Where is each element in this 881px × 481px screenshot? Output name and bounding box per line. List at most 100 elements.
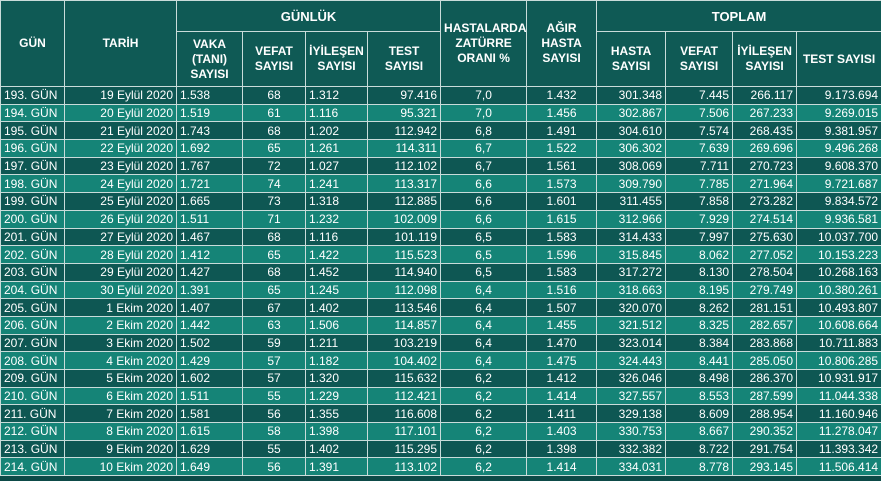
cell-iyilesen: 1.402	[305, 439, 368, 459]
cell-iyilesen: 1.027	[305, 156, 368, 176]
cell-test: 112.421	[366, 386, 442, 406]
cell-vaka: 1.467	[176, 227, 243, 247]
cell-vefat: 72	[242, 156, 306, 176]
cell-vefat: 73	[242, 192, 306, 211]
cell-iyilesen: 1.312	[305, 86, 368, 105]
cell-zaturre-orani: 6,2	[440, 439, 528, 459]
cell-toplam-test: 9.173.694	[796, 86, 881, 105]
cell-toplam-iyilesen: 279.749	[732, 280, 798, 300]
cell-toplam-iyilesen: 281.151	[732, 298, 798, 317]
cell-vaka: 1.511	[176, 209, 243, 229]
cell-vefat: 56	[242, 457, 306, 477]
cell-vaka: 1.692	[176, 139, 243, 158]
cell-toplam-hasta: 330.753	[596, 422, 667, 441]
cell-toplam-hasta: 329.138	[596, 404, 667, 424]
cell-toplam-hasta: 326.046	[596, 369, 667, 388]
cell-toplam-iyilesen: 288.954	[732, 404, 798, 424]
cell-agir-hasta: 1.522	[526, 139, 598, 158]
table-row: 214. GÜN 10 Ekim 2020 1.649 56 1.391 113.102 6…	[0, 457, 881, 477]
cell-vaka: 1.665	[176, 192, 243, 211]
cell-gun: 198. GÜN	[0, 174, 65, 194]
cell-toplam-test: 11.160.946	[796, 404, 881, 424]
cell-test: 101.119	[366, 227, 442, 247]
cell-toplam-hasta: 315.845	[596, 245, 667, 264]
cell-zaturre-orani: 6,6	[440, 174, 528, 194]
cell-toplam-hasta: 311.455	[596, 192, 667, 211]
cell-agir-hasta: 1.507	[526, 298, 598, 317]
table-row: 196. GÜN 22 Eylül 2020 1.692 65 1.261 114.311…	[0, 139, 881, 158]
cell-iyilesen: 1.422	[305, 245, 368, 264]
cell-agir-hasta: 1.516	[526, 280, 598, 300]
cell-zaturre-orani: 6,4	[440, 298, 528, 317]
cell-toplam-test: 10.931.917	[796, 369, 881, 388]
cell-tarih: 10 Ekim 2020	[64, 457, 177, 477]
cell-vefat: 68	[242, 227, 306, 247]
cell-agir-hasta: 1.398	[526, 439, 598, 459]
cell-gun: 213. GÜN	[0, 439, 65, 459]
cell-toplam-vefat: 8.553	[665, 386, 734, 406]
cell-toplam-test: 11.278.047	[796, 422, 881, 441]
cell-zaturre-orani: 6,6	[440, 192, 528, 211]
cell-iyilesen: 1.506	[305, 315, 368, 335]
table-row: 203. GÜN 29 Eylül 2020 1.427 68 1.452 114.940…	[0, 262, 881, 282]
cell-vefat: 67	[242, 298, 306, 317]
cell-tarih: 22 Eylül 2020	[64, 139, 177, 158]
cell-toplam-hasta: 320.070	[596, 298, 667, 317]
cell-tarih: 7 Ekim 2020	[64, 404, 177, 424]
cell-toplam-vefat: 7.445	[665, 86, 734, 105]
cell-gun: 205. GÜN	[0, 298, 65, 317]
cell-toplam-vefat: 8.062	[665, 245, 734, 264]
cell-gun: 196. GÜN	[0, 139, 65, 158]
cell-zaturre-orani: 6,7	[440, 139, 528, 158]
cell-tarih: 6 Ekim 2020	[64, 386, 177, 406]
cell-vaka: 1.391	[176, 280, 243, 300]
cell-gun: 204. GÜN	[0, 280, 65, 300]
cell-toplam-iyilesen: 283.868	[732, 333, 798, 353]
cell-iyilesen: 1.261	[305, 139, 368, 158]
cell-zaturre-orani: 6,4	[440, 333, 528, 353]
cell-tarih: 5 Ekim 2020	[64, 369, 177, 388]
table-row: 205. GÜN 1 Ekim 2020 1.407 67 1.402 113.546 6,…	[0, 298, 881, 317]
cell-toplam-iyilesen: 286.370	[732, 369, 798, 388]
cell-toplam-test: 9.496.268	[796, 139, 881, 158]
cell-toplam-iyilesen: 282.657	[732, 315, 798, 335]
cell-toplam-test: 10.153.223	[796, 245, 881, 264]
cell-agir-hasta: 1.615	[526, 209, 598, 229]
cell-tarih: 20 Eylül 2020	[64, 103, 177, 123]
cell-toplam-iyilesen: 278.504	[732, 262, 798, 282]
header-vaka: VAKA (TANI) SAYISI	[176, 31, 243, 87]
cell-zaturre-orani: 6,2	[440, 422, 528, 441]
cell-iyilesen: 1.229	[305, 386, 368, 406]
cell-agir-hasta: 1.414	[526, 457, 598, 477]
cell-toplam-vefat: 8.667	[665, 422, 734, 441]
cell-gun: 214. GÜN	[0, 457, 65, 477]
cell-zaturre-orani: 6,2	[440, 369, 528, 388]
cell-zaturre-orani: 6,4	[440, 315, 528, 335]
cell-agir-hasta: 1.596	[526, 245, 598, 264]
cell-gun: 212. GÜN	[0, 422, 65, 441]
cell-vaka: 1.767	[176, 156, 243, 176]
cell-toplam-iyilesen: 274.514	[732, 209, 798, 229]
cell-iyilesen: 1.452	[305, 262, 368, 282]
cell-toplam-test: 9.381.957	[796, 121, 881, 141]
cell-vaka: 1.502	[176, 333, 243, 353]
cell-tarih: 26 Eylül 2020	[64, 209, 177, 229]
cell-tarih: 1 Ekim 2020	[64, 298, 177, 317]
table-row: 194. GÜN 20 Eylül 2020 1.519 61 1.116 95.321 7…	[0, 103, 881, 123]
header-gun: GÜN	[0, 0, 65, 87]
cell-toplam-test: 11.044.338	[796, 386, 881, 406]
cell-test: 112.885	[366, 192, 442, 211]
cell-toplam-test: 10.711.883	[796, 333, 881, 353]
cell-vefat: 59	[242, 333, 306, 353]
cell-zaturre-orani: 6,6	[440, 209, 528, 229]
header-toplam: TOPLAM	[596, 0, 881, 32]
table-row: 206. GÜN 2 Ekim 2020 1.442 63 1.506 114.857 6,…	[0, 315, 881, 335]
cell-iyilesen: 1.232	[305, 209, 368, 229]
cell-test: 97.416	[366, 86, 442, 105]
cell-iyilesen: 1.391	[305, 457, 368, 477]
cell-toplam-hasta: 308.069	[596, 156, 667, 176]
cell-toplam-vefat: 8.262	[665, 298, 734, 317]
cell-vefat: 61	[242, 103, 306, 123]
cell-test: 115.295	[366, 439, 442, 459]
